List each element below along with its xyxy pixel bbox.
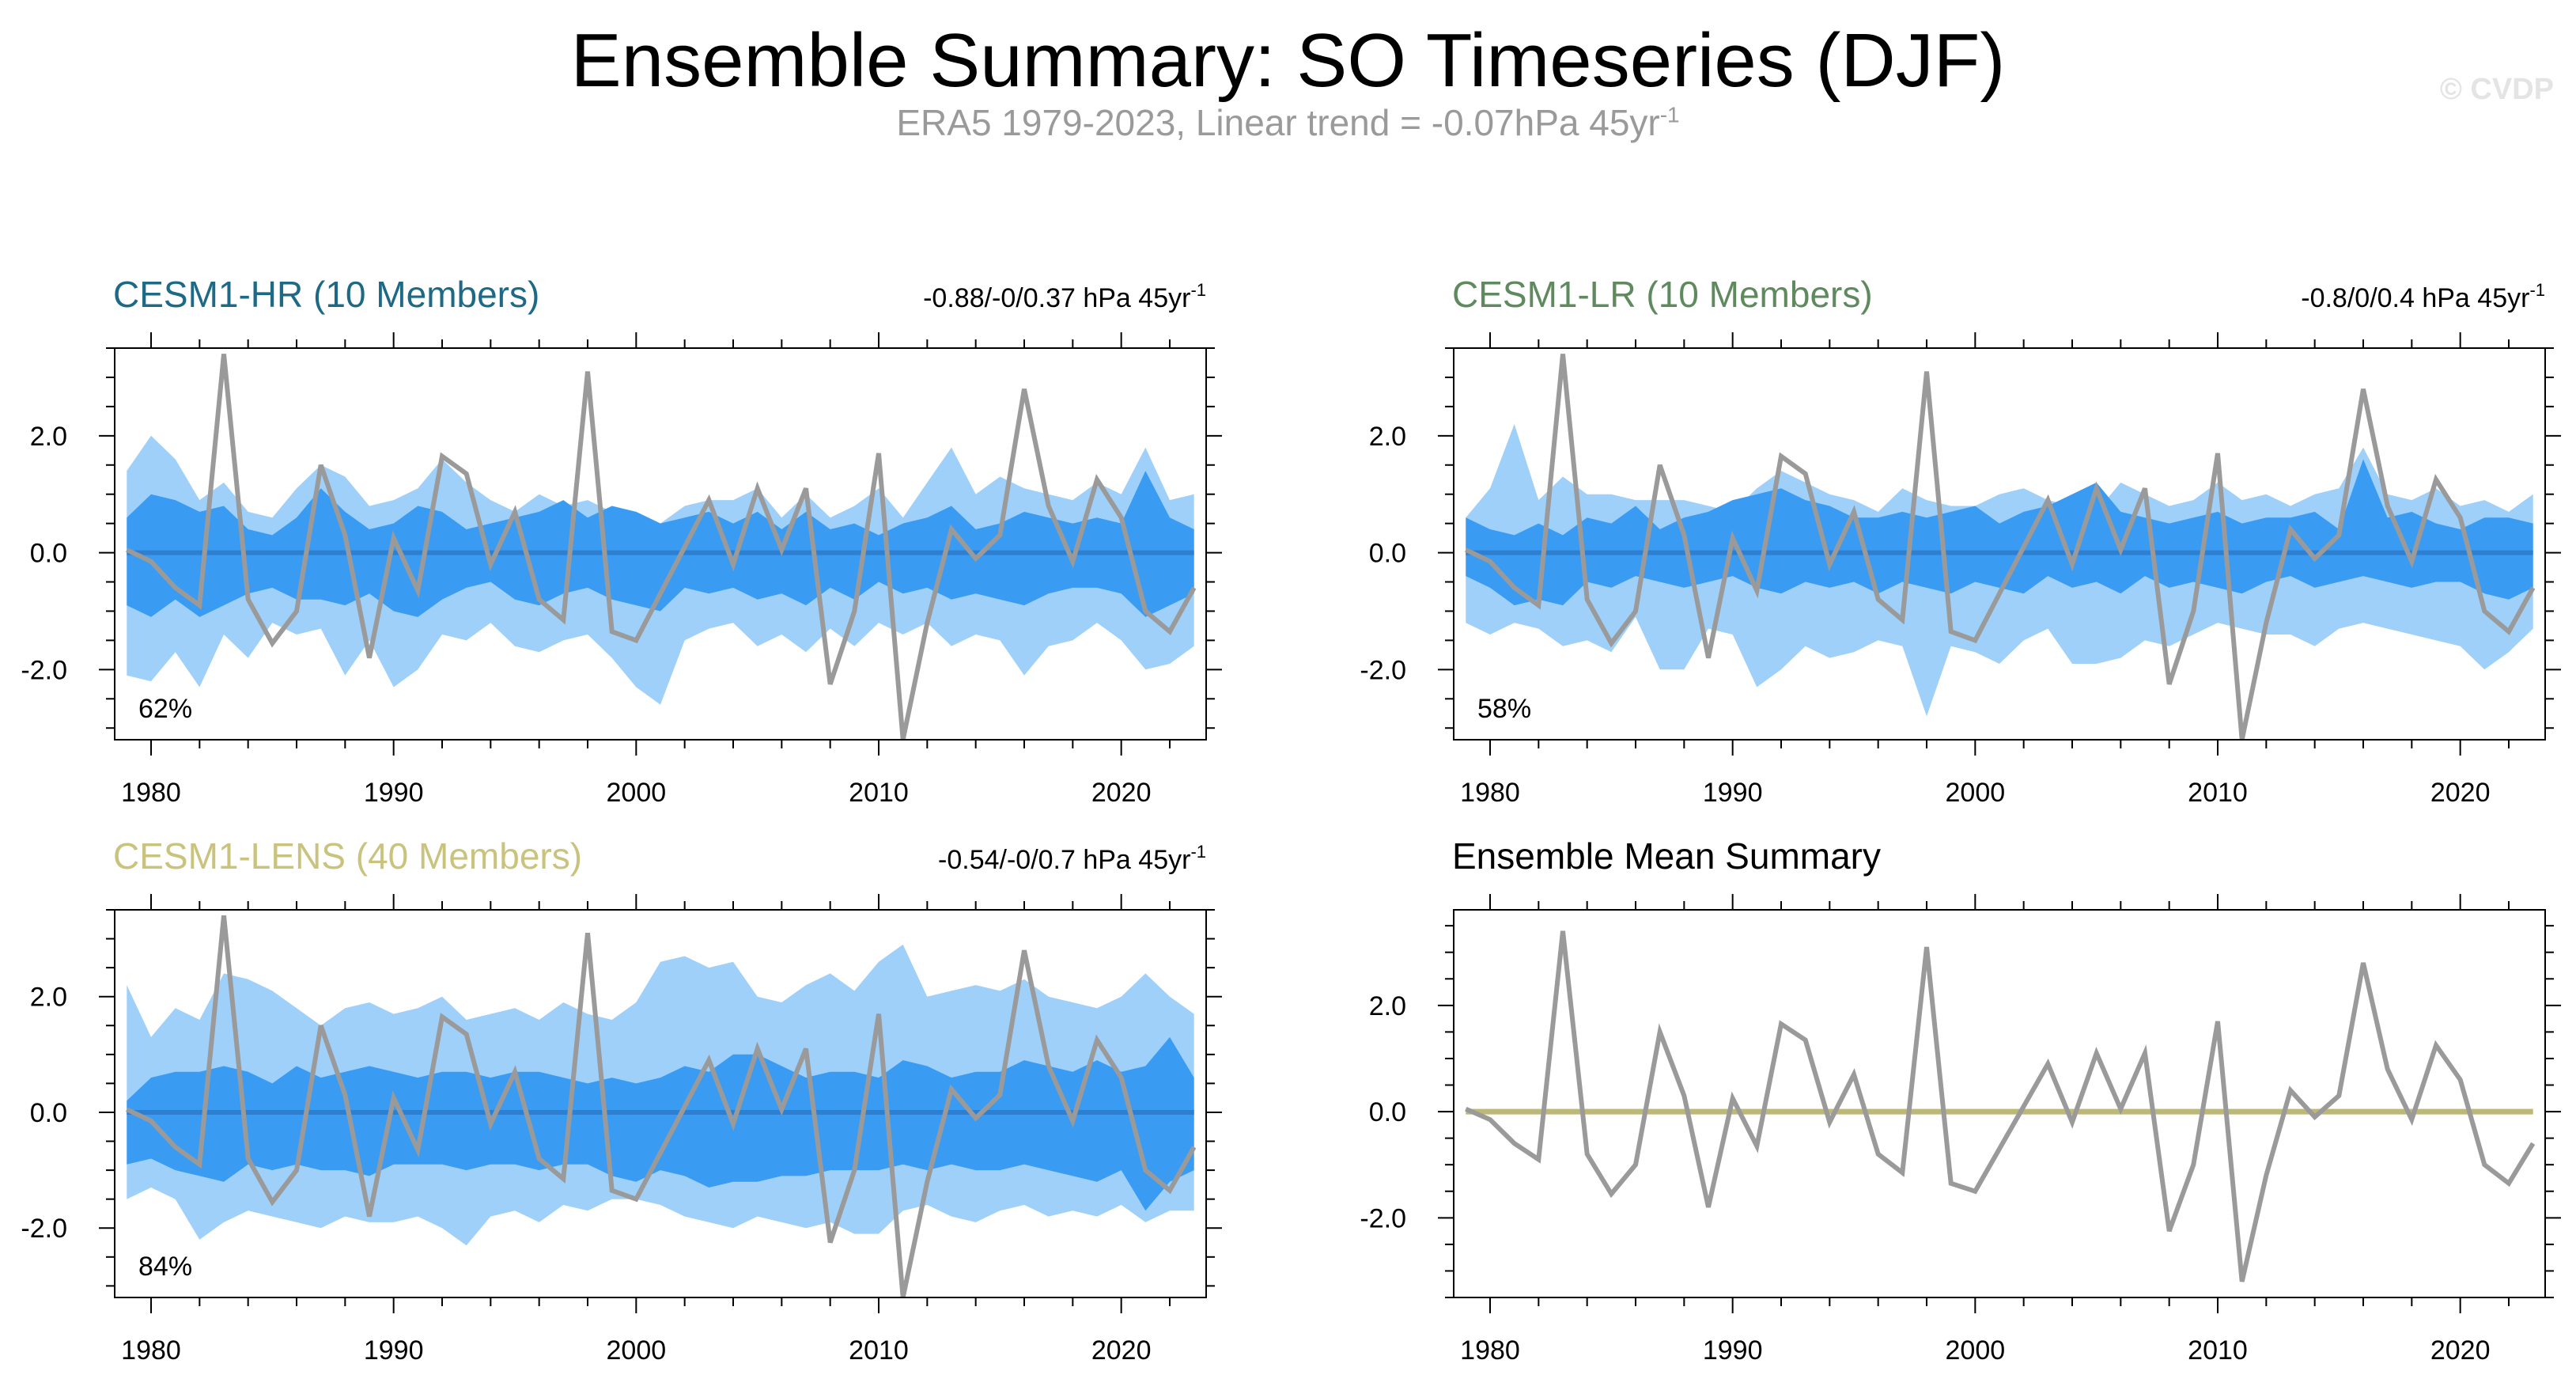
trend-label: -0.8/0/0.4 hPa 45yr-1 [2301, 280, 2545, 313]
y-tick-label: -2.0 [21, 1214, 67, 1244]
y-tick-label: 2.0 [30, 422, 67, 452]
x-tick-label: 2020 [1091, 778, 1152, 808]
plot-frame [1453, 909, 2546, 1298]
figure-subtitle: ERA5 1979-2023, Linear trend = -0.07hPa … [0, 101, 2576, 144]
plot-frame [114, 347, 1207, 741]
observed-line [1465, 930, 2536, 1282]
chart-panel-4: 2.0 0.0 -2.0 1980 1990 2000 2010 2020 Ensemble M… [1360, 835, 2561, 1366]
y-tick-label: 2.0 [1369, 991, 1406, 1021]
x-tick-label: 2000 [1946, 778, 2006, 808]
inner-spread-band [1466, 459, 2533, 606]
y-tick-label: 0.0 [30, 1098, 67, 1128]
y-tick-label: 2.0 [1369, 422, 1406, 452]
y-tick-label: -2.0 [1360, 655, 1406, 685]
y-tick-label: 0.0 [30, 539, 67, 569]
x-tick-label: 1980 [121, 778, 181, 808]
x-tick-label: 1980 [1460, 1335, 1520, 1366]
cvdp-watermark: © CVDP [2439, 73, 2554, 106]
x-tick-label: 2000 [607, 778, 667, 808]
plot-frame [114, 909, 1207, 1298]
y-tick-label: -2.0 [1360, 1203, 1406, 1233]
chart-panel-1: 2.0 0.0 -2.0 1980 1990 2000 2010 2020 CESM1-HR (… [21, 274, 1222, 808]
x-tick-label: 2010 [2188, 1335, 2248, 1366]
x-tick-label: 2020 [2430, 1335, 2491, 1366]
x-tick-label: 2010 [849, 778, 909, 808]
x-tick-label: 2000 [1946, 1335, 2006, 1366]
subtitle-text: ERA5 1979-2023, Linear trend = -0.07hPa … [896, 102, 1660, 143]
x-tick-label: 2020 [1091, 1335, 1152, 1366]
trend-label: -0.54/-0/0.7 hPa 45yr-1 [938, 842, 1206, 875]
observed-line [126, 915, 1197, 1298]
trend-text: -0.54/-0/0.7 hPa 45yr [938, 845, 1190, 875]
subtitle-superscript: -1 [1659, 102, 1680, 127]
observed-line [125, 354, 1197, 741]
x-tick-label: 2020 [2430, 778, 2491, 808]
panel-title: CESM1-HR (10 Members) [113, 274, 539, 315]
inner-spread-band [127, 471, 1194, 617]
chart-panel-3: 2.0 0.0 -2.0 1980 1990 2000 2010 2020 CESM1-LENS… [21, 835, 1222, 1366]
inner-spread-band [127, 1036, 1194, 1211]
x-tick-label: 1980 [1460, 778, 1520, 808]
x-tick-label: 2010 [2188, 778, 2248, 808]
trend-superscript: -1 [1190, 842, 1206, 862]
panel-title: CESM1-LR (10 Members) [1452, 274, 1873, 315]
x-tick-label: 1990 [1703, 1335, 1763, 1366]
trend-text: -0.8/0/0.4 hPa 45yr [2301, 283, 2529, 313]
y-tick-label: 2.0 [30, 983, 67, 1013]
x-tick-label: 1990 [364, 778, 424, 808]
x-tick-label: 1990 [364, 1335, 424, 1366]
x-tick-label: 2000 [607, 1335, 667, 1366]
figure-title: Ensemble Summary: SO Timeseries (DJF) [570, 18, 2006, 103]
plot-frame [1453, 347, 2546, 741]
x-tick-label: 1990 [1703, 778, 1763, 808]
y-tick-label: 0.0 [1369, 1097, 1406, 1127]
observed-line [1464, 354, 2536, 741]
trend-superscript: -1 [2529, 280, 2545, 300]
y-tick-label: -2.0 [21, 655, 67, 685]
percent-label: 62% [138, 694, 192, 724]
panel-title: CESM1-LENS (40 Members) [113, 835, 582, 877]
x-tick-label: 2010 [849, 1335, 909, 1366]
chart-panel-2: 2.0 0.0 -2.0 1980 1990 2000 2010 2020 CESM1-LR (… [1360, 274, 2561, 808]
x-tick-label: 1980 [121, 1335, 181, 1366]
y-tick-label: 0.0 [1369, 539, 1406, 569]
trend-text: -0.88/-0/0.37 hPa 45yr [923, 283, 1190, 313]
panel-title: Ensemble Mean Summary [1452, 835, 1881, 877]
trend-label: -0.88/-0/0.37 hPa 45yr-1 [923, 280, 1206, 313]
percent-label: 84% [138, 1252, 192, 1282]
percent-label: 58% [1477, 694, 1531, 724]
trend-superscript: -1 [1190, 280, 1206, 300]
